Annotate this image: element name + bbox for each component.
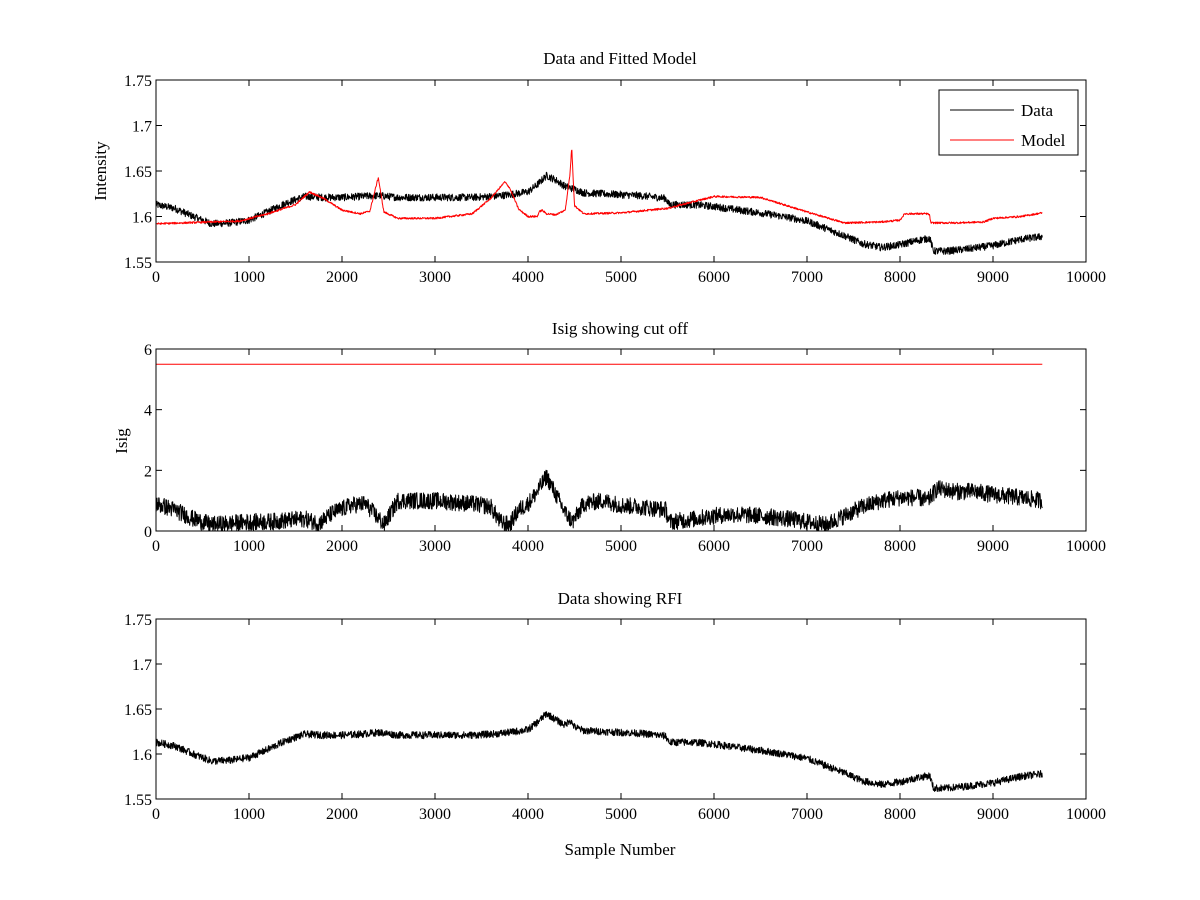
x-tick-label: 1000 [233,806,265,823]
series-model-line [156,149,1043,225]
panel-data-showing-rfi: Data showing RFI Sample Number 0 1000 2000… [124,589,1106,859]
panel-2-ylabel: Isig [112,428,131,454]
x-tick-label: 9000 [977,538,1009,555]
x-tick-label: 4000 [512,269,544,286]
x-tick-label: 10000 [1066,806,1106,823]
y-tick-label: 2 [144,463,152,480]
x-tick-label: 3000 [419,269,451,286]
x-tick-label: 10000 [1066,269,1106,286]
panel-3-plot: 0 1000 2000 3000 4000 5000 6000 7000 8000 9000 100… [124,612,1106,823]
panel-3-xlabel: Sample Number [565,840,676,859]
x-tick-label: 10000 [1066,538,1106,555]
x-tick-label: 7000 [791,269,823,286]
y-tick-label: 1.75 [124,612,152,629]
y-tick-label: 1.6 [132,210,152,227]
y-tick-label: 1.7 [132,119,152,136]
y-tick-label: 1.55 [124,255,152,272]
panel-1-ylabel: Intensity [91,141,110,201]
x-tick-label: 6000 [698,806,730,823]
legend-label-model: Model [1021,131,1066,150]
x-tick-label: 9000 [977,269,1009,286]
x-tick-label: 5000 [605,538,637,555]
legend-label-data: Data [1021,101,1054,120]
legend-box [938,89,1079,156]
x-tick-label: 7000 [791,538,823,555]
x-tick-label: 0 [152,806,160,823]
x-tick-label: 2000 [326,269,358,286]
y-tick-label: 1.65 [124,702,152,719]
panel-2-axes-box [155,348,1087,532]
x-tick-label: 3000 [419,538,451,555]
y-tick-label: 4 [144,403,152,420]
y-tick-label: 1.65 [124,164,152,181]
panel-1-axes-box [155,79,1087,263]
y-tick-label: 1.7 [132,657,152,674]
x-tick-label: 4000 [512,538,544,555]
x-tick-label: 2000 [326,806,358,823]
x-tick-label: 9000 [977,806,1009,823]
y-tick-label: 1.6 [132,747,152,764]
panel-1-plot: 0 1000 2000 3000 4000 5000 6000 7000 8000 9000 100… [124,73,1106,286]
panel-isig-showing-cut-off: Isig showing cut off Isig 0 1000 2000 3000 4… [112,319,1106,555]
x-tick-label: 6000 [698,538,730,555]
x-tick-label: 1000 [233,269,265,286]
x-tick-label: 0 [152,269,160,286]
x-tick-label: 5000 [605,269,637,286]
x-tick-label: 3000 [419,806,451,823]
panel-data-and-fitted-model: Data and Fitted Model Intensity 0 1000 200… [91,49,1106,286]
x-tick-label: 6000 [698,269,730,286]
y-tick-label: 6 [144,342,152,359]
panel-1-title: Data and Fitted Model [543,49,697,68]
panel-3-title: Data showing RFI [558,589,683,608]
x-tick-label: 8000 [884,806,916,823]
y-tick-label: 1.75 [124,73,152,90]
x-tick-label: 1000 [233,538,265,555]
panel-1-legend: Data Model [938,89,1079,156]
y-tick-label: 0 [144,524,152,541]
x-tick-label: 7000 [791,806,823,823]
panel-3-axes-box [155,618,1087,800]
panel-2-plot: 0 1000 2000 3000 4000 5000 6000 7000 8000 9000 100… [144,342,1106,555]
x-tick-label: 4000 [512,806,544,823]
x-tick-label: 8000 [884,538,916,555]
panel-2-title: Isig showing cut off [552,319,688,338]
y-tick-label: 1.55 [124,792,152,809]
x-tick-label: 2000 [326,538,358,555]
x-tick-label: 8000 [884,269,916,286]
x-tick-label: 0 [152,538,160,555]
x-tick-label: 5000 [605,806,637,823]
series-line-0-line [156,711,1043,792]
series-line-0-line [156,469,1043,531]
